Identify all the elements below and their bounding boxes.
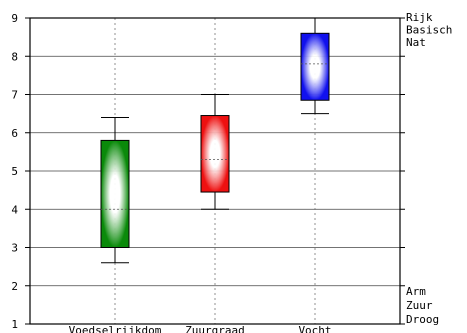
boxes [100,17,330,264]
y-tick-label: 9 [11,12,18,25]
box-vocht [300,17,330,115]
x-tick-label: Voedselrijkdom [69,324,162,333]
y-tick-label: 3 [11,242,18,255]
right-label-top: Nat [406,36,426,49]
x-tick-label: Zuurgraad [185,324,245,333]
axis-labels: 1 2 3 4 5 6 7 8 9 Voedselrijkdom Zuurgraad Vocht Rij… [11,11,452,333]
y-tick-label: 2 [11,280,18,293]
right-label-top: Rijk [406,11,433,24]
y-tick-label: 8 [11,50,18,63]
y-tick-label: 6 [11,127,18,140]
box-zuurgraad [200,94,230,210]
box-body [300,32,330,101]
box-body [200,115,230,193]
y-tick-label: 7 [11,89,18,102]
x-tick-label: Vocht [298,324,331,333]
box-body [100,139,130,248]
right-label-top: Basisch [406,24,452,37]
y-tick-label: 1 [11,318,18,331]
y-tick-label: 4 [11,203,18,216]
right-label-bottom: Zuur [406,299,433,312]
right-label-bottom: Droog [406,313,439,326]
axis-ticks [25,17,405,325]
y-tick-label: 5 [11,165,18,178]
box-voedselrijkdom [100,116,130,264]
right-label-bottom: Arm [406,285,426,298]
